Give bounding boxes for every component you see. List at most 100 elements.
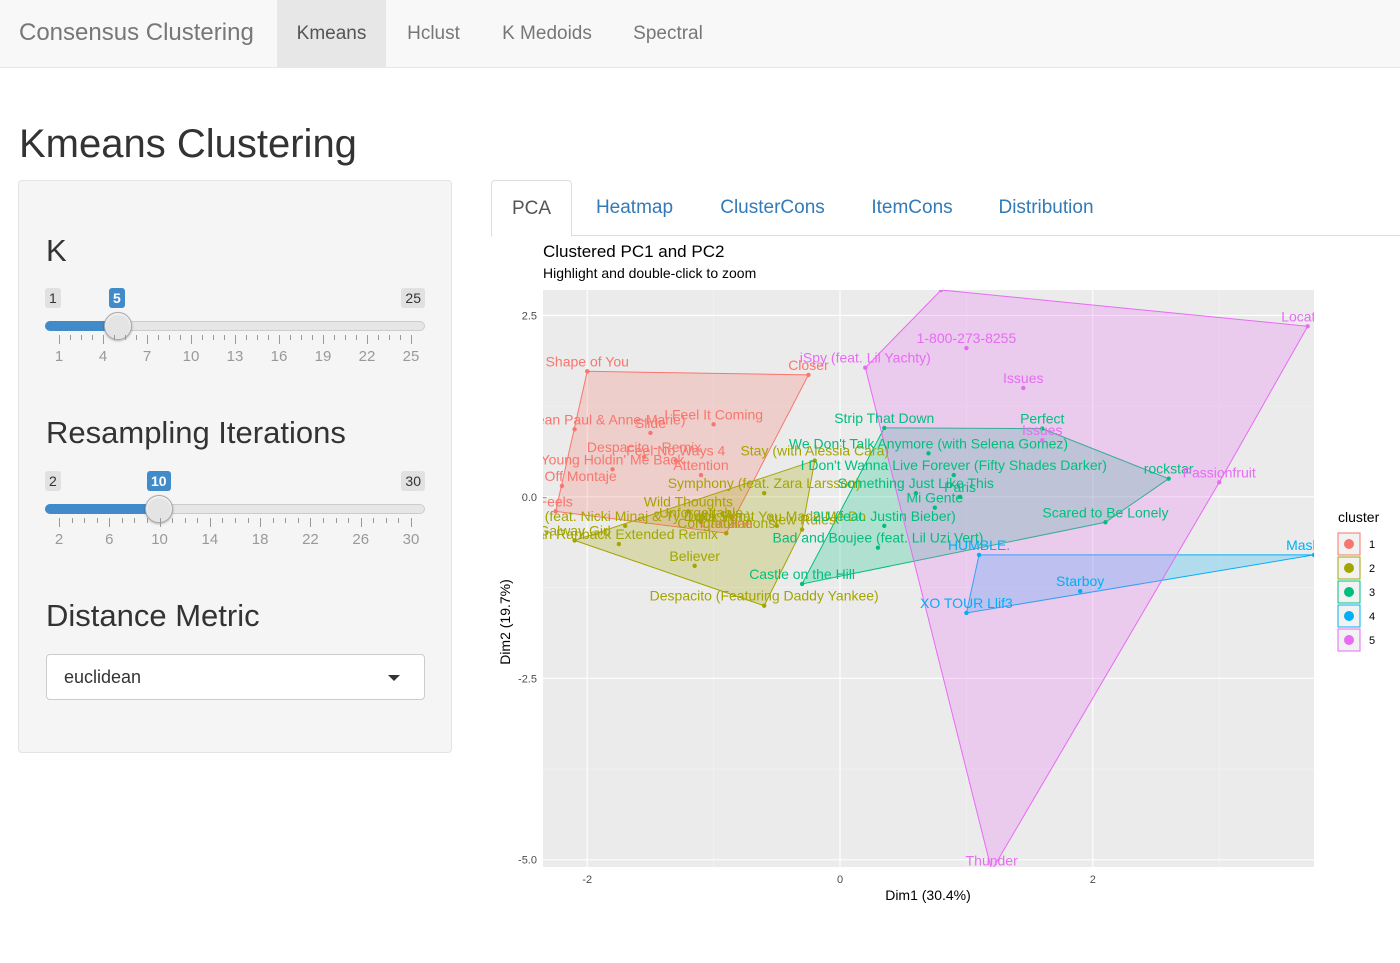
cluster-5-point [1021, 385, 1026, 391]
legend-title: cluster [1338, 509, 1380, 525]
cluster-1-point [648, 430, 653, 436]
cluster-3-point-label: 2U (feat. Justin Bieber) [813, 508, 956, 524]
slider-tick-label: 22 [358, 348, 376, 365]
sidebar-panel: K 1 5 25 1 4 7 10 13 16 19 22 25 Resampling Iter… [18, 180, 452, 753]
plot-data-layer: Shape of You SlideSay (feat. Sean Paul & … [507, 290, 1342, 872]
slider-minor-tick [334, 335, 335, 340]
slider-tick [279, 335, 280, 344]
cluster-3-point [1166, 476, 1171, 481]
cluster-5-point-label: Issues [1022, 422, 1062, 438]
k-slider-handle[interactable] [104, 312, 132, 340]
cluster-5-point-label: Passionfruit [1183, 464, 1256, 480]
cluster-5-point-label: iSpy (feat. Lil Yachty) [800, 350, 931, 366]
nav-tab-k-medoids[interactable]: K Medoids [502, 23, 592, 44]
tab-itemcons[interactable]: ItemCons [871, 197, 953, 218]
slider-minor-tick [301, 335, 302, 340]
cluster-1-point [559, 483, 565, 489]
slider-minor-tick [147, 518, 148, 523]
slider-minor-tick [268, 335, 269, 340]
x-tick-label: -2 [582, 874, 592, 886]
slider-minor-tick [398, 518, 400, 523]
tab-clustercons[interactable]: ClusterCons [720, 197, 825, 218]
nav-tab-kmeans[interactable]: Kmeans [277, 0, 386, 68]
pca-plot[interactable]: Clustered PC1 and PC2 Highlight and doub… [460, 237, 1400, 907]
k-slider[interactable]: 1 5 25 1 4 7 10 13 16 19 22 25 [45, 288, 425, 368]
cluster-2-point-label: Symphony (feat. Zara Larsson) [668, 475, 861, 491]
slider-tick-label: 22 [302, 531, 319, 548]
navbar-brand[interactable]: Consensus Clustering [19, 19, 254, 46]
cluster-4-point-label: Mask Off [1286, 537, 1342, 553]
slider-tick [59, 518, 60, 527]
x-tick-label: 0 [837, 874, 843, 886]
k-slider-value: 5 [109, 288, 125, 308]
cluster-1-point-label: Mask Off Montaje [507, 468, 617, 484]
chart-title: Clustered PC1 and PC2 [543, 242, 724, 261]
cluster-1-point [698, 472, 704, 478]
cluster-1-point-label: I Feel It Coming [664, 406, 763, 422]
cluster-5-point-label: Issues [1003, 370, 1043, 386]
pca-chart-svg[interactable]: Clustered PC1 and PC2 Highlight and doub… [460, 237, 1400, 907]
chevron-down-icon[interactable] [388, 675, 400, 681]
tab-distribution[interactable]: Distribution [998, 197, 1094, 218]
slider-minor-tick [84, 518, 86, 523]
slider-minor-tick [285, 518, 287, 523]
cluster-4-point [976, 552, 982, 558]
cluster-3-point-label: Mi Gente [906, 490, 963, 506]
slider-minor-tick [134, 518, 136, 523]
slider-minor-tick [180, 335, 181, 340]
distance-metric-select[interactable]: euclidean [46, 654, 425, 700]
slider-minor-tick [290, 335, 291, 340]
slider-minor-tick [297, 518, 299, 523]
slider-tick-label: 4 [98, 348, 108, 365]
cluster-3-point [951, 472, 956, 478]
cluster-1-point [572, 427, 577, 432]
slider-tick-label: 1 [54, 348, 64, 365]
navbar: Consensus Clustering Kmeans Hclust K Med… [0, 0, 1400, 68]
cluster-2-point [692, 563, 697, 568]
y-tick-label: -2.5 [518, 673, 537, 685]
cluster-3-point-label: Paris [944, 479, 976, 495]
slider-minor-tick [213, 335, 214, 340]
cluster-5-point [989, 868, 993, 872]
y-tick-label: -5.0 [518, 855, 537, 867]
tab-heatmap[interactable]: Heatmap [595, 197, 674, 218]
cluster-2-point [686, 509, 691, 514]
tab-pca[interactable]: PCA [491, 180, 572, 237]
legend-swatch-2 [1344, 563, 1354, 573]
cluster-3-point [957, 494, 963, 500]
cluster-3-point-label: Something Just Like This [838, 475, 994, 491]
k-label: K [46, 233, 67, 268]
k-slider-bar [45, 321, 118, 331]
slider-tick [147, 335, 148, 344]
cluster-3-point-label: I Don't Wanna Live Forever (Fifty Shades… [801, 457, 1107, 473]
cluster-3-point [1103, 520, 1108, 525]
slider-minor-tick [125, 335, 126, 340]
slider-minor-tick [246, 335, 247, 340]
cluster-4-point [964, 610, 969, 616]
cluster-2-point-label: Wild Thoughts [644, 493, 733, 509]
cluster-4-point [1077, 589, 1083, 594]
slider-tick [411, 518, 412, 527]
page-title: Kmeans Clustering [19, 122, 357, 166]
cluster-3-point-label: Bad and Boujee (feat. Lil Uzi Vert) [772, 530, 983, 546]
slider-tick-label: 14 [201, 531, 219, 548]
cluster-4-point-label: XO TOUR Llif3 [920, 595, 1013, 611]
cluster-3-point [926, 451, 931, 456]
slider-minor-tick [71, 518, 73, 523]
cluster-3-point-label: Castle on the Hill [749, 566, 855, 582]
nav-tab-spectral[interactable]: Spectral [633, 23, 703, 44]
cluster-4-hull [965, 554, 1314, 614]
resampling-slider-handle[interactable] [145, 495, 173, 523]
slider-minor-tick [114, 335, 115, 340]
slider-minor-tick [184, 518, 186, 523]
resampling-slider[interactable]: 2 10 30 2 6 10 14 18 22 26 30 [45, 471, 425, 551]
slider-minor-tick [222, 518, 224, 523]
legend-swatch-3 [1344, 587, 1354, 597]
cluster-3-point-label: Scared to Be Lonely [1042, 504, 1168, 520]
slider-tick [209, 518, 211, 527]
cluster-1-point [610, 467, 615, 472]
legend-label-2: 2 [1369, 563, 1375, 575]
cluster-2-point-label: Ryan Ranback Extended Remix [520, 526, 718, 542]
cluster-2-point [622, 523, 628, 529]
nav-tab-hclust[interactable]: Hclust [407, 23, 460, 44]
